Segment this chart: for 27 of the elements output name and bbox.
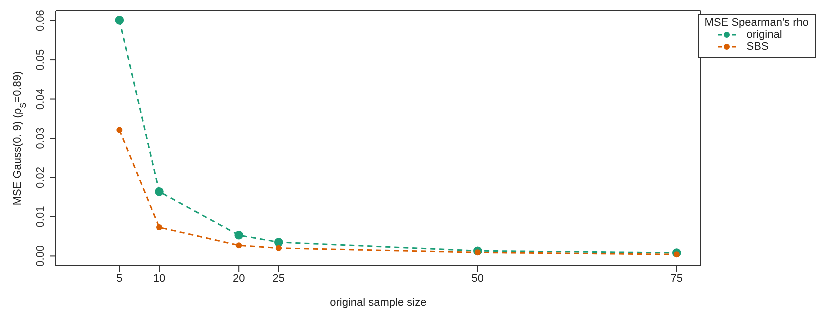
y-tick-label: 0.01 xyxy=(35,206,47,228)
point xyxy=(274,238,284,247)
point xyxy=(156,224,162,231)
point xyxy=(236,242,242,249)
x-tick-label: 75 xyxy=(670,272,684,285)
legend-label: original xyxy=(746,29,782,41)
point xyxy=(674,252,680,258)
y-tick-label: 0.02 xyxy=(35,167,47,188)
point xyxy=(474,250,481,256)
y-tick-label: 0.05 xyxy=(35,49,47,71)
y-tick-label: 0.00 xyxy=(35,245,47,267)
point xyxy=(155,187,164,196)
y-tick-label: 0.03 xyxy=(35,128,47,150)
x-tick-label: 10 xyxy=(153,272,166,285)
legend-label: SBS xyxy=(746,41,769,53)
x-tick-label: 5 xyxy=(116,272,123,285)
legend-title: MSE Spearman's rho xyxy=(704,17,809,29)
x-tick-label: 20 xyxy=(232,272,246,285)
point xyxy=(116,127,123,134)
point xyxy=(276,245,282,252)
y-tick-label: 0.04 xyxy=(35,88,47,110)
y-tick-label: 0.06 xyxy=(35,10,47,32)
x-axis-title: original sample size xyxy=(330,297,427,309)
x-tick-label: 50 xyxy=(472,272,484,285)
point xyxy=(234,231,244,240)
point xyxy=(115,16,124,25)
x-tick-label: 25 xyxy=(272,272,286,285)
